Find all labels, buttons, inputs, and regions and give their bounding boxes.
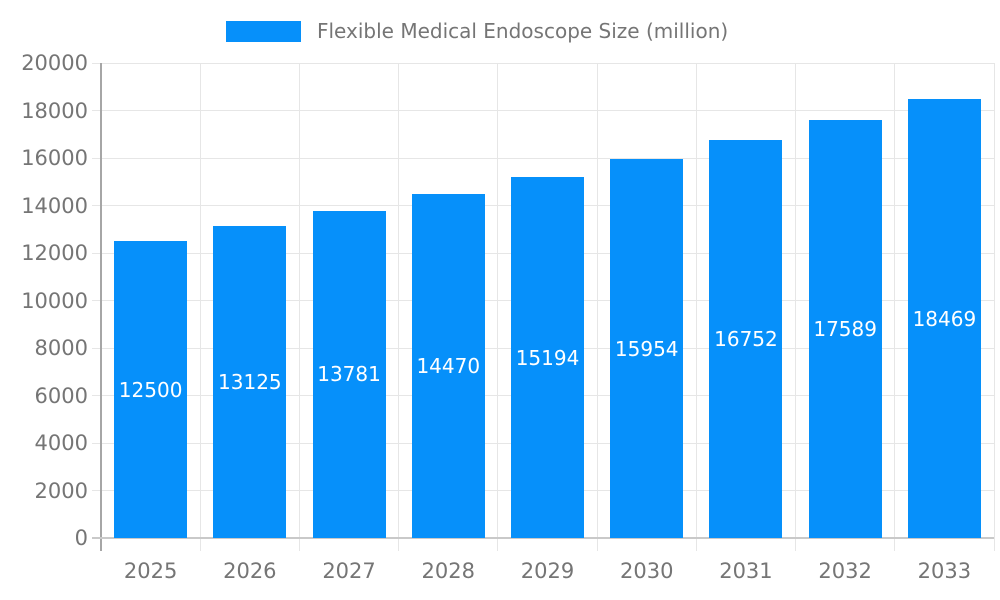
gridline-v: [497, 63, 499, 551]
gridline-v: [199, 63, 201, 551]
bar-value-label: 14470: [416, 354, 481, 379]
bar-2030[interactable]: 15954: [610, 159, 684, 538]
gridline-h: [92, 157, 994, 159]
y-axis-tick-label: 18000: [21, 98, 88, 123]
x-axis-tick-label: 2033: [917, 559, 972, 583]
y-axis-tick-label: 10000: [21, 288, 88, 313]
bar-2032[interactable]: 17589: [808, 120, 882, 538]
x-axis-line: [92, 537, 994, 539]
y-axis-line: [100, 63, 102, 551]
gridline-v: [298, 63, 300, 551]
legend-label: Flexible Medical Endoscope Size (million…: [317, 19, 729, 43]
y-axis-tick-label: 12000: [21, 241, 88, 265]
bar-2028[interactable]: 14470: [411, 194, 485, 538]
gridline-v: [398, 63, 400, 551]
bar-value-label: 17589: [813, 317, 877, 342]
gridline-v: [596, 63, 598, 551]
x-axis-tick-label: 2025: [123, 559, 178, 583]
y-axis-tick-label: 16000: [21, 146, 88, 170]
bar-2026[interactable]: 13125: [213, 226, 287, 538]
y-axis-tick-label: 20000: [21, 51, 88, 75]
bar-value-label: 16752: [714, 327, 778, 352]
gridline-h: [92, 62, 994, 64]
x-axis-tick-label: 2030: [619, 559, 674, 583]
gridline-h: [92, 110, 994, 111]
bar-value-label: 15954: [614, 336, 679, 361]
y-axis-tick-label: 4000: [34, 431, 88, 455]
bar-value-label: 13781: [317, 362, 381, 387]
x-axis-tick-label: 2032: [818, 559, 872, 583]
gridline-v: [993, 63, 995, 551]
bar-value-label: 15194: [515, 345, 580, 370]
bar-2025[interactable]: 12500: [114, 241, 188, 538]
gridline-v: [695, 63, 697, 551]
y-axis-tick-label: 8000: [34, 336, 88, 360]
bar-2027[interactable]: 13781: [312, 210, 386, 538]
gridline-v: [894, 63, 896, 551]
x-axis-tick-label: 2031: [719, 559, 773, 583]
y-axis-tick-label: 2000: [34, 478, 88, 503]
legend[interactable]: Flexible Medical Endoscope Size (million…: [226, 18, 728, 44]
legend-swatch: [226, 20, 301, 42]
x-axis-tick-label: 2029: [520, 559, 575, 583]
x-axis-tick-label: 2028: [421, 559, 475, 583]
y-axis-tick-label: 0: [74, 526, 88, 550]
y-axis-tick-label: 14000: [21, 193, 88, 218]
bar-value-label: 18469: [912, 306, 977, 331]
bar-value-label: 13125: [218, 370, 282, 395]
x-axis-tick-label: 2026: [223, 559, 277, 583]
y-axis-tick-label: 6000: [34, 383, 88, 408]
bar-value-label: 12500: [118, 377, 183, 402]
gridline-v: [795, 63, 797, 551]
x-axis-tick-label: 2027: [322, 559, 376, 583]
bar-2031[interactable]: 16752: [709, 140, 783, 538]
bar-2033[interactable]: 18469: [907, 99, 981, 538]
bar-2029[interactable]: 15194: [511, 177, 584, 538]
